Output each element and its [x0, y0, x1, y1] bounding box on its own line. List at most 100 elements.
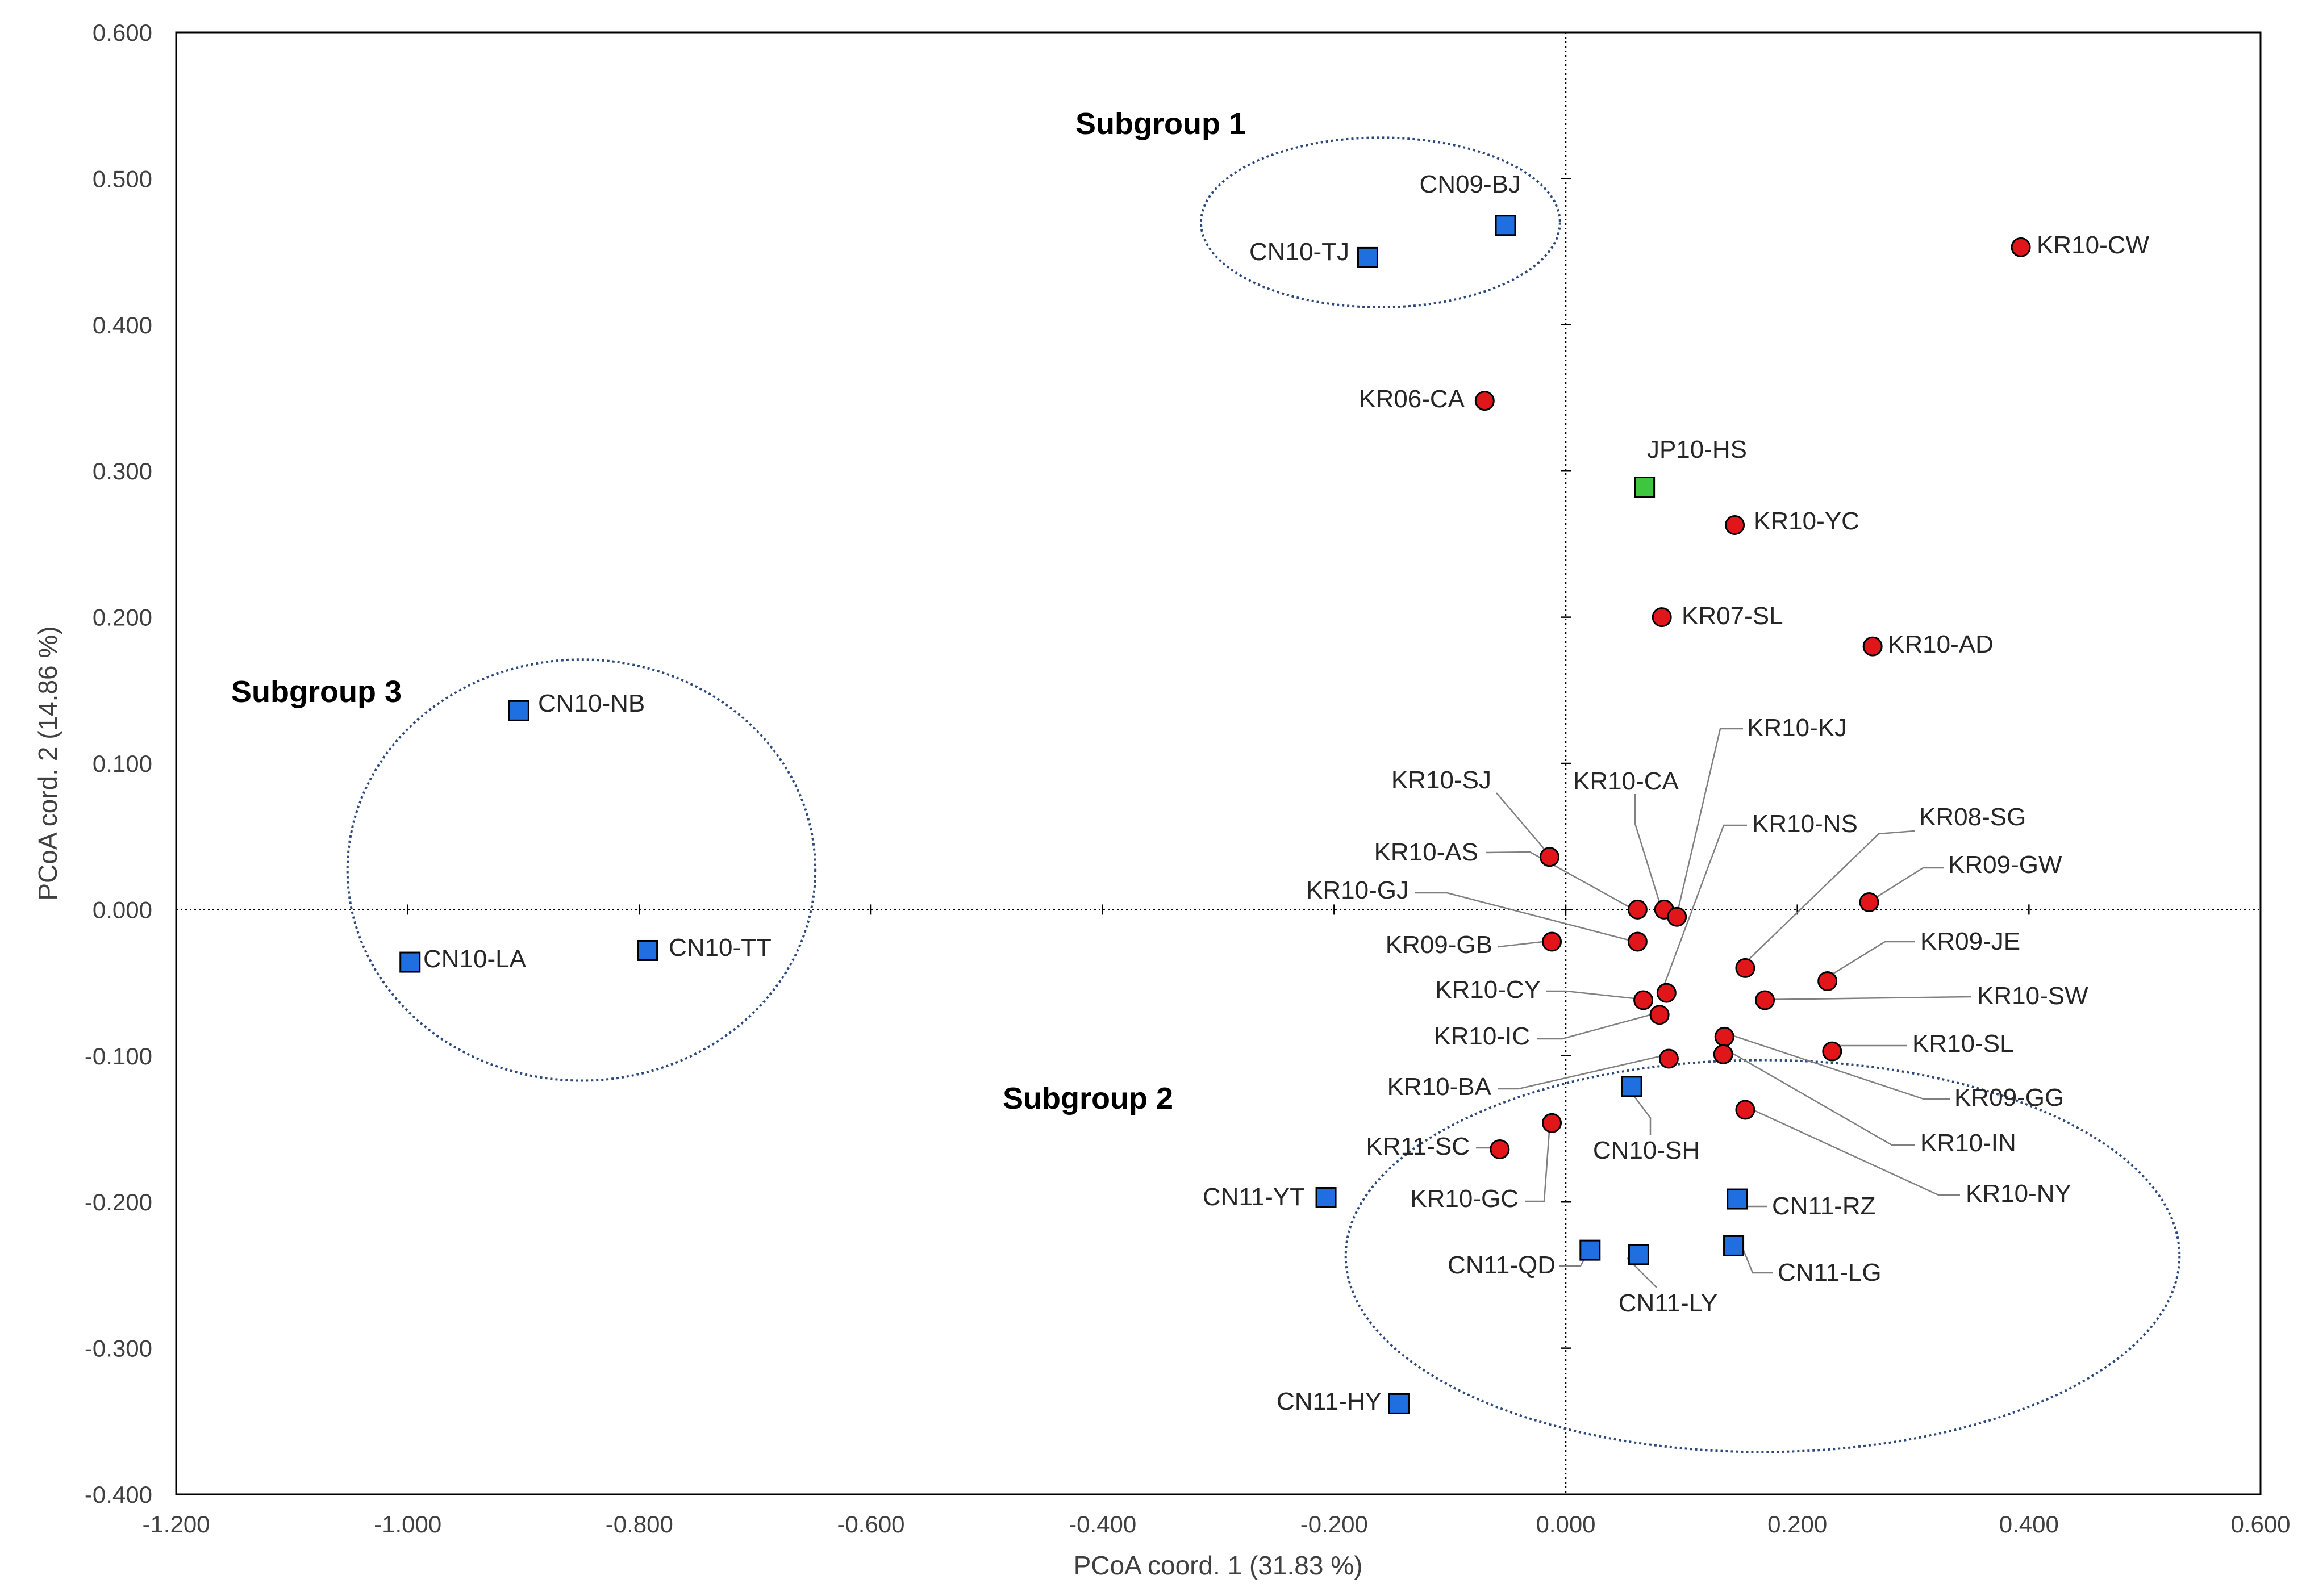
- x-tick-label: 0.000: [1536, 1511, 1595, 1537]
- point-kr10-sj: [1539, 847, 1559, 867]
- label-kr10-cw: KR10-CW: [2037, 231, 2149, 259]
- label-subgroup-3: Subgroup 3: [231, 675, 402, 709]
- label-subgroup-2: Subgroup 2: [1003, 1081, 1173, 1115]
- label-kr10-in: KR10-IN: [1920, 1129, 2016, 1157]
- label-kr10-sl: KR10-SL: [1912, 1030, 2014, 1058]
- point-kr11-sc: [1490, 1139, 1510, 1160]
- point-kr10-in: [1713, 1044, 1733, 1064]
- point-kr10-as: [1627, 899, 1648, 920]
- point-jp10-hs: [1634, 477, 1656, 498]
- point-kr10-ic: [1649, 1005, 1670, 1025]
- leader-kr10-sw: [1760, 996, 1972, 1001]
- point-kr09-gg: [1714, 1026, 1734, 1047]
- y-axis-ticks: 0.600 0.500 0.400 0.300 0.200 0.100 0.000 -0.10…: [85, 19, 1571, 1508]
- y-tick-label: 0.100: [93, 750, 152, 777]
- leader-kr10-kj: [1676, 728, 1743, 914]
- point-cn11-yt: [1315, 1186, 1337, 1208]
- label-cn11-rz: CN11-RZ: [1772, 1192, 1876, 1220]
- label-kr09-je: KR09-JE: [1920, 927, 2020, 955]
- label-kr10-ca: KR10-CA: [1573, 767, 1679, 795]
- point-kr10-sl: [1822, 1041, 1842, 1062]
- label-kr10-as: KR10-AS: [1374, 838, 1478, 866]
- leader-kr10-gj: [1415, 892, 1633, 942]
- point-cn11-ly: [1628, 1244, 1649, 1265]
- ellipse-subgroup-3: [346, 658, 817, 1082]
- leader-kr10-ic: [1537, 1012, 1657, 1040]
- y-tick-label: 0.600: [93, 19, 152, 46]
- label-cn10-nb: CN10-NB: [538, 690, 645, 717]
- label-kr10-kj: KR10-KJ: [1747, 714, 1847, 742]
- label-kr10-cy: KR10-CY: [1435, 976, 1541, 1004]
- leader-kr10-ny: [1744, 1105, 1960, 1196]
- point-kr10-ns: [1656, 983, 1677, 1003]
- label-kr10-gj: KR10-GJ: [1306, 876, 1409, 904]
- subgroup-ellipses: Subgroup 1 Subgroup 2 Subgroup 3: [231, 107, 2181, 1453]
- x-tick-label: -1.000: [374, 1511, 441, 1537]
- point-kr10-ad: [1862, 636, 1883, 657]
- point-cn09-bj: [1495, 215, 1516, 236]
- point-cn10-sh: [1621, 1076, 1642, 1097]
- label-cn11-yt: CN11-YT: [1203, 1183, 1305, 1211]
- point-kr09-je: [1817, 971, 1838, 992]
- point-kr10-cw: [2011, 237, 2031, 257]
- point-cn11-hy: [1388, 1393, 1410, 1414]
- label-kr09-gg: KR09-GG: [1954, 1084, 2064, 1112]
- leader-cn11-lg: [1742, 1248, 1773, 1274]
- label-subgroup-1: Subgroup 1: [1075, 107, 1246, 141]
- x-tick-label: -0.400: [1069, 1511, 1136, 1537]
- point-kr10-ba: [1658, 1048, 1679, 1069]
- point-cn11-rz: [1727, 1188, 1748, 1210]
- label-leader-lines: [1415, 728, 1972, 1288]
- label-kr10-ad: KR10-AD: [1888, 630, 1994, 658]
- label-kr10-ny: KR10-NY: [1966, 1180, 2071, 1208]
- point-cn11-qd: [1579, 1239, 1601, 1261]
- y-axis-title: PCoA cord. 2 (14.86 %): [33, 626, 62, 900]
- label-kr10-ns: KR10-NS: [1752, 810, 1858, 838]
- point-labels: KR10-CW KR06-CA KR10-YC KR07-SL KR10-AD KR10-…: [423, 170, 2149, 1415]
- leader-kr10-as: [1485, 851, 1630, 908]
- ellipse-subgroup-2: [1344, 1059, 2181, 1453]
- leader-kr09-gw: [1872, 867, 1944, 901]
- point-kr07-sl: [1652, 607, 1672, 628]
- point-kr09-gb: [1542, 931, 1562, 952]
- label-cn11-lg: CN11-LG: [1778, 1259, 1882, 1286]
- label-cn09-bj: CN09-BJ: [1420, 170, 1521, 198]
- x-tick-label: 0.600: [2230, 1511, 2290, 1537]
- y-tick-label: 0.400: [93, 312, 152, 339]
- label-kr10-gc: KR10-GC: [1410, 1185, 1519, 1213]
- point-kr10-kj: [1667, 906, 1687, 927]
- point-cn10-tj: [1357, 246, 1378, 268]
- leader-kr10-cy: [1546, 990, 1640, 1000]
- label-kr09-gb: KR09-GB: [1386, 931, 1492, 959]
- y-tick-label: 0.200: [93, 604, 152, 631]
- label-kr10-ic: KR10-IC: [1434, 1022, 1530, 1050]
- y-tick-label: 0.300: [93, 458, 152, 484]
- label-kr07-sl: KR07-SL: [1682, 602, 1783, 630]
- x-tick-label: -0.200: [1300, 1511, 1368, 1537]
- label-cn10-sh: CN10-SH: [1593, 1137, 1700, 1164]
- label-cn11-hy: CN11-HY: [1277, 1388, 1382, 1415]
- zero-reference-lines: [176, 32, 2261, 1494]
- point-cn10-tt: [637, 939, 658, 961]
- label-cn11-ly: CN11-LY: [1619, 1289, 1717, 1317]
- x-tick-label: -1.200: [142, 1511, 210, 1537]
- point-kr10-ny: [1735, 1100, 1755, 1120]
- leader-kr09-gg: [1727, 1033, 1950, 1100]
- label-cn10-tt: CN10-TT: [669, 934, 772, 962]
- point-kr10-gj: [1627, 931, 1648, 952]
- label-kr10-sj: KR10-SJ: [1391, 766, 1491, 794]
- label-cn11-qd: CN11-QD: [1448, 1251, 1556, 1279]
- point-cn10-la: [399, 951, 421, 973]
- label-cn10-la: CN10-LA: [423, 945, 527, 973]
- y-tick-label: -0.300: [85, 1335, 152, 1362]
- plot-area-frame: [175, 31, 2262, 1495]
- label-jp10-hs: JP10-HS: [1647, 436, 1747, 463]
- leader-kr10-ba: [1498, 1054, 1667, 1090]
- label-kr10-ba: KR10-BA: [1387, 1073, 1492, 1101]
- y-tick-label: -0.100: [85, 1043, 152, 1069]
- leader-kr10-in: [1723, 1047, 1915, 1146]
- y-tick-label: -0.400: [85, 1481, 152, 1508]
- label-kr09-gw: KR09-GW: [1948, 851, 2062, 879]
- label-kr11-sc: KR11-SC: [1366, 1133, 1470, 1160]
- y-tick-label: 0.500: [93, 165, 152, 192]
